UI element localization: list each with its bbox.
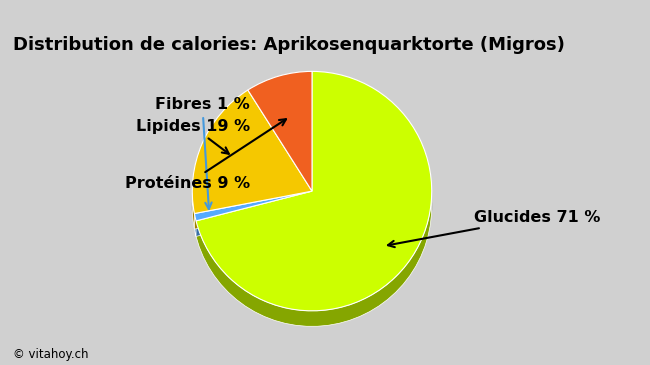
Ellipse shape: [192, 147, 432, 266]
Polygon shape: [192, 193, 194, 229]
Polygon shape: [196, 191, 312, 237]
Text: Protéines 9 %: Protéines 9 %: [125, 119, 286, 191]
Text: Glucides 71 %: Glucides 71 %: [388, 210, 600, 247]
Text: © vitahoy.ch: © vitahoy.ch: [13, 348, 88, 361]
Polygon shape: [196, 199, 432, 326]
Wedge shape: [196, 72, 432, 311]
Wedge shape: [192, 90, 312, 214]
Text: Distribution de calories: Aprikosenquarktorte (Migros): Distribution de calories: Aprikosenquark…: [13, 36, 565, 54]
Polygon shape: [194, 191, 312, 229]
Text: Fibres 1 %: Fibres 1 %: [155, 97, 250, 209]
Polygon shape: [194, 214, 196, 237]
Text: Lipides 19 %: Lipides 19 %: [136, 119, 250, 154]
Wedge shape: [248, 72, 312, 191]
Wedge shape: [194, 191, 312, 221]
